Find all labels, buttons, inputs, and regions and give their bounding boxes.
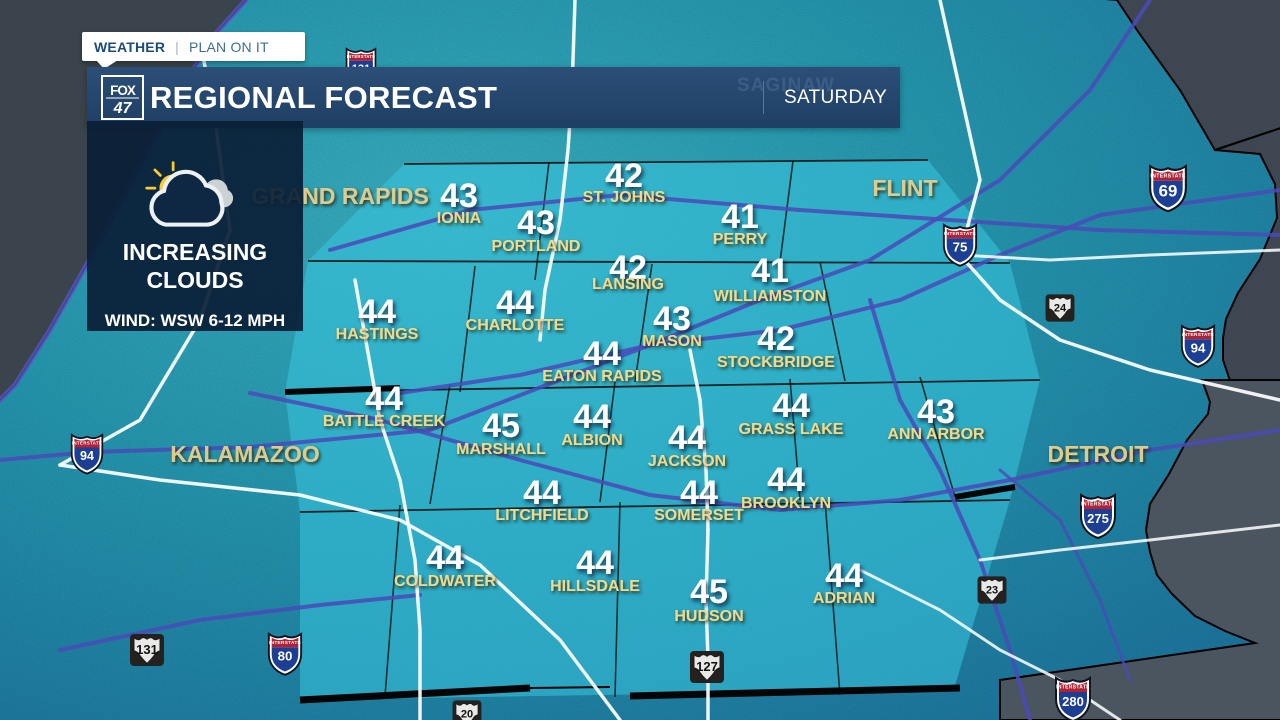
svg-text:PORTLAND: PORTLAND	[492, 238, 581, 255]
svg-text:69: 69	[1159, 182, 1178, 201]
svg-text:ADRIAN: ADRIAN	[813, 590, 875, 607]
svg-text:45: 45	[690, 573, 728, 611]
svg-text:ST. JOHNS: ST. JOHNS	[583, 189, 666, 206]
svg-text:WILLIAMSTON: WILLIAMSTON	[714, 288, 827, 305]
svg-text:280: 280	[1062, 694, 1084, 709]
svg-text:44: 44	[576, 544, 614, 582]
svg-text:44: 44	[767, 461, 805, 499]
svg-text:FOX: FOX	[110, 83, 136, 98]
svg-text:BROOKLYN: BROOKLYN	[741, 495, 831, 512]
svg-text:HUDSON: HUDSON	[674, 608, 743, 625]
svg-text:CHARLOTTE: CHARLOTTE	[466, 317, 565, 334]
svg-text:94: 94	[80, 449, 94, 463]
svg-text:ANN ARBOR: ANN ARBOR	[887, 426, 985, 443]
svg-text:JACKSON: JACKSON	[648, 453, 726, 470]
svg-text:44: 44	[772, 387, 810, 425]
svg-text:131: 131	[136, 642, 158, 657]
svg-text:GRASS LAKE: GRASS LAKE	[739, 421, 844, 438]
svg-text:75: 75	[953, 240, 968, 255]
svg-text:94: 94	[1191, 341, 1206, 356]
svg-text:EATON RAPIDS: EATON RAPIDS	[542, 368, 662, 385]
svg-text:LANSING: LANSING	[592, 276, 664, 293]
svg-text:FLINT: FLINT	[872, 175, 937, 201]
svg-text:275: 275	[1087, 511, 1109, 526]
svg-text:KALAMAZOO: KALAMAZOO	[170, 441, 319, 467]
svg-text:44: 44	[668, 419, 706, 457]
svg-text:43: 43	[517, 204, 555, 242]
svg-text:MARSHALL: MARSHALL	[456, 441, 546, 458]
svg-text:ALBION: ALBION	[561, 432, 622, 449]
svg-text:23: 23	[986, 584, 998, 596]
svg-text:47: 47	[113, 100, 133, 116]
svg-text:MASON: MASON	[642, 333, 702, 350]
svg-text:STOCKBRIDGE: STOCKBRIDGE	[717, 354, 835, 371]
svg-text:HASTINGS: HASTINGS	[336, 326, 419, 343]
svg-text:44: 44	[573, 398, 611, 436]
svg-text:COLDWATER: COLDWATER	[394, 573, 496, 590]
svg-text:44: 44	[426, 539, 464, 577]
svg-text:45: 45	[482, 407, 520, 445]
svg-text:BATTLE CREEK: BATTLE CREEK	[323, 413, 446, 430]
svg-text:42: 42	[757, 320, 795, 358]
svg-text:127: 127	[696, 659, 718, 674]
svg-text:PERRY: PERRY	[713, 231, 768, 248]
svg-text:IONIA: IONIA	[437, 210, 482, 227]
svg-text:DETROIT: DETROIT	[1048, 441, 1149, 467]
svg-text:80: 80	[278, 649, 293, 664]
svg-text:24: 24	[1054, 302, 1067, 314]
svg-text:HILLSDALE: HILLSDALE	[550, 578, 640, 595]
svg-text:SOMERSET: SOMERSET	[654, 507, 744, 524]
svg-text:20: 20	[461, 708, 473, 720]
svg-text:41: 41	[751, 252, 789, 290]
svg-text:LITCHFIELD: LITCHFIELD	[495, 507, 588, 524]
